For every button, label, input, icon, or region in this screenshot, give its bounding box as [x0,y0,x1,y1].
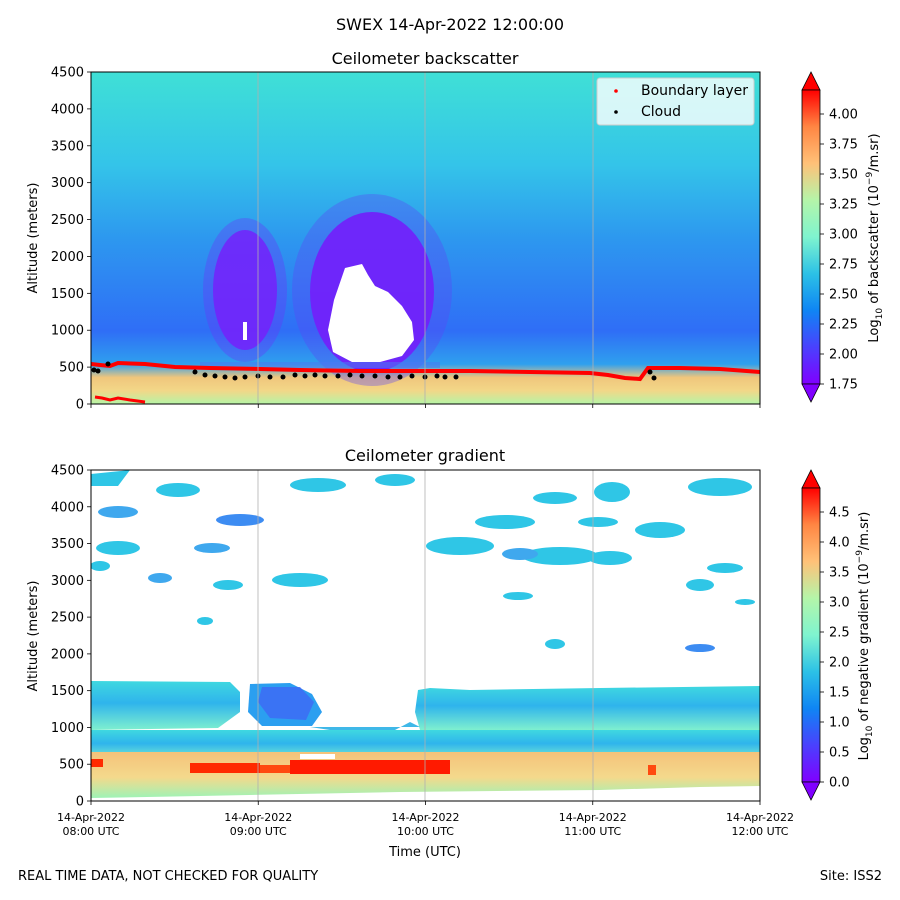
ytick-label: 500 [59,758,84,773]
xtick-label-date: 14-Apr-2022 [224,811,292,824]
xtick-label-time: 12:00 UTC [731,825,788,838]
ytick-label: 2000 [51,250,84,265]
colorbar-tick-label: 2.5 [829,626,850,641]
backscatter-gridlines [257,72,594,404]
colorbar-tick-label: 4.0 [829,536,850,551]
colorbar-tick-label: 3.5 [829,566,850,581]
gradient-colorbar-label: Log10 of negative gradient (10−9/m.sr) [855,512,875,761]
colorbar-tick-label: 1.75 [829,378,858,393]
ytick-label: 0 [76,795,84,810]
site-label: Site: ISS2 [819,869,882,884]
colorbar-tick-label: 2.50 [829,288,858,303]
boundary-layer-line [91,360,760,382]
legend-boundary-layer-marker [614,89,618,93]
ytick-label: 3500 [51,139,84,154]
colorbar-tick-label: 1.5 [829,686,850,701]
ytick-label: 1500 [51,287,84,302]
ytick-label: 2500 [51,611,84,626]
backscatter-xticks [90,404,761,408]
gradient-title: Ceilometer gradient [345,446,505,465]
gradient-ylabel: Altitude (meters) [26,581,41,692]
gradient-xlabel: Time (UTC) [388,845,461,860]
cloud-points [91,361,657,381]
ytick-label: 3500 [51,537,84,552]
backscatter-yticks: 0 500 1000 1500 2000 2500 3000 3500 4000 4500 [51,66,91,413]
xtick-label-time: 11:00 UTC [564,825,621,838]
gradient-yticks: 0 500 1000 1500 2000 2500 3000 3500 4000 4500 [51,464,91,810]
gradient-gridlines [257,470,594,801]
ytick-label: 4500 [51,66,84,81]
colorbar-tick-label: 1.0 [829,716,850,731]
ytick-label: 0 [76,398,84,413]
ytick-label: 2500 [51,213,84,228]
backscatter-plot-area [91,72,760,404]
colorbar-tick-label: 3.0 [829,596,850,611]
xtick-label-date: 14-Apr-2022 [57,811,125,824]
legend-cloud-label: Cloud [641,104,681,120]
colorbar-tick-label: 2.25 [829,318,858,333]
xtick-label-time: 09:00 UTC [230,825,287,838]
ytick-label: 4000 [51,102,84,117]
backscatter-colorbar-ticks: 1.75 2.00 2.25 2.50 2.75 3.00 3.25 3.50 3.75 4.00 [820,108,858,393]
xtick-label-date: 14-Apr-2022 [726,811,794,824]
colorbar-tick-label: 3.75 [829,138,858,153]
legend: Boundary layer Cloud [596,77,755,126]
colorbar-tick-label: 0.0 [829,776,850,791]
ytick-label: 1000 [51,721,84,736]
ytick-label: 500 [59,361,84,376]
backscatter-colorbar-label: Log10 of backscatter (10−9/m.sr) [865,133,885,342]
gradient-colorbar-ticks: 0.0 0.5 1.0 1.5 2.0 2.5 3.0 3.5 4.0 4.5 [820,506,850,791]
ytick-label: 4000 [51,500,84,515]
colorbar-tick-label: 2.0 [829,656,850,671]
colorbar-tick-label: 3.50 [829,168,858,183]
colorbar-tick-label: 4.00 [829,108,858,123]
gradient-colorbar [801,469,821,801]
backscatter-ylabel: Altitude (meters) [26,183,41,294]
ytick-label: 4500 [51,464,84,479]
colorbar-tick-label: 3.00 [829,228,858,243]
colorbar-tick-label: 0.5 [829,746,850,761]
xtick-label-time: 08:00 UTC [62,825,119,838]
ytick-label: 2000 [51,647,84,662]
colorbar-tick-label: 4.5 [829,506,850,521]
colorbar-tick-label: 2.75 [829,258,858,273]
legend-cloud-marker [614,110,618,114]
ytick-label: 1000 [51,324,84,339]
boundary-layer-low [94,395,146,404]
colorbar-tick-label: 2.00 [829,348,858,363]
xtick-label-date: 14-Apr-2022 [559,811,627,824]
ytick-label: 3000 [51,574,84,589]
colorbar-tick-label: 3.25 [829,198,858,213]
legend-boundary-layer-label: Boundary layer [641,83,748,99]
backscatter-title: Ceilometer backscatter [332,49,519,68]
ytick-label: 1500 [51,684,84,699]
xtick-label-date: 14-Apr-2022 [391,811,459,824]
ytick-label: 3000 [51,176,84,191]
backscatter-colorbar [801,71,821,403]
xtick-label-time: 10:00 UTC [397,825,454,838]
figure-title: SWEX 14-Apr-2022 12:00:00 [335,15,564,34]
quality-disclaimer: REAL TIME DATA, NOT CHECKED FOR QUALITY [18,869,319,884]
